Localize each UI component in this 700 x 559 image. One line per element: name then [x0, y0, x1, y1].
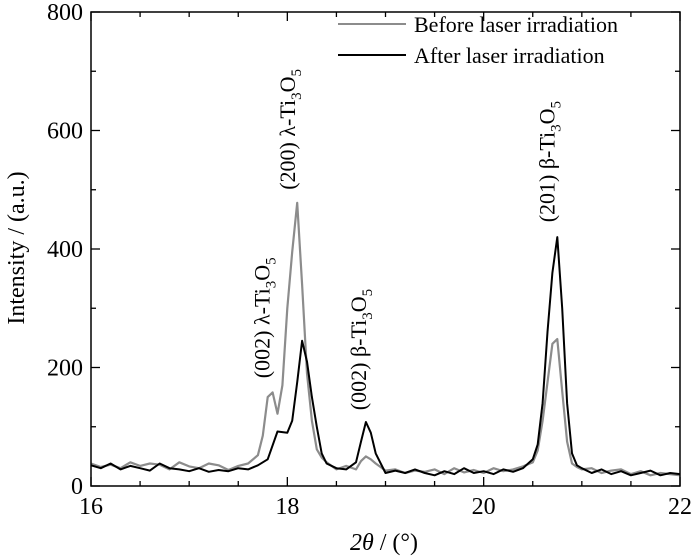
- legend-label-before: Before laser irradiation: [414, 12, 618, 37]
- y-tick-label: 800: [47, 0, 83, 26]
- annotation-subscript: 5: [548, 101, 564, 109]
- annotation-text: O: [534, 108, 559, 124]
- y-tick-label: 0: [71, 474, 83, 500]
- annotation-text: O: [250, 265, 275, 281]
- annotation-text: (200) λ-Ti: [275, 100, 300, 190]
- x-tick-label: 22: [668, 494, 692, 520]
- y-tick-label: 200: [47, 356, 83, 382]
- series-line-before: [90, 201, 681, 477]
- annotation-text: (002) β-Ti: [346, 320, 371, 410]
- annotation-subscript: 5: [264, 257, 280, 265]
- series-line-after: [90, 236, 681, 477]
- x-tick-label: 16: [79, 494, 103, 520]
- legend-label-after: After laser irradiation: [414, 43, 605, 68]
- peak-annotation: (002) β-Ti3O5: [346, 289, 376, 410]
- annotation-subscript: 3: [289, 92, 305, 100]
- x-axis-title: 2θ / (°): [350, 530, 418, 556]
- peak-annotations: (002) λ-Ti3O5(200) λ-Ti3O5(002) β-Ti3O5(…: [250, 69, 565, 410]
- annotation-text: O: [275, 76, 300, 92]
- legend: Before laser irradiation After laser irr…: [338, 12, 618, 68]
- plot-area: [90, 201, 681, 477]
- y-tick-label: 400: [47, 237, 83, 263]
- plot-frame: [90, 11, 681, 487]
- peak-annotation: (200) λ-Ti3O5: [275, 69, 305, 190]
- annotation-subscript: 3: [360, 312, 376, 320]
- x-axis-symbol: 2θ: [350, 530, 374, 556]
- annotation-text: (201) β-Ti: [534, 132, 559, 222]
- annotation-subscript: 5: [289, 69, 305, 77]
- x-axis-unit: / (°): [374, 530, 418, 556]
- y-axis-title: Intensity / (a.u.): [4, 171, 30, 324]
- peak-annotation: (002) λ-Ti3O5: [250, 257, 280, 378]
- annotation-subscript: 3: [264, 281, 280, 289]
- y-tick-label: 600: [47, 119, 83, 145]
- peak-annotation: (201) β-Ti3O5: [534, 101, 564, 222]
- annotation-text: (002) λ-Ti: [250, 288, 275, 378]
- annotation-subscript: 3: [548, 124, 564, 132]
- annotation-text: O: [346, 296, 371, 312]
- x-tick-label: 20: [472, 494, 496, 520]
- axes: 16 18 20 22 0 200 400 600 800: [47, 0, 692, 520]
- annotation-subscript: 5: [360, 289, 376, 297]
- x-tick-label: 18: [275, 494, 299, 520]
